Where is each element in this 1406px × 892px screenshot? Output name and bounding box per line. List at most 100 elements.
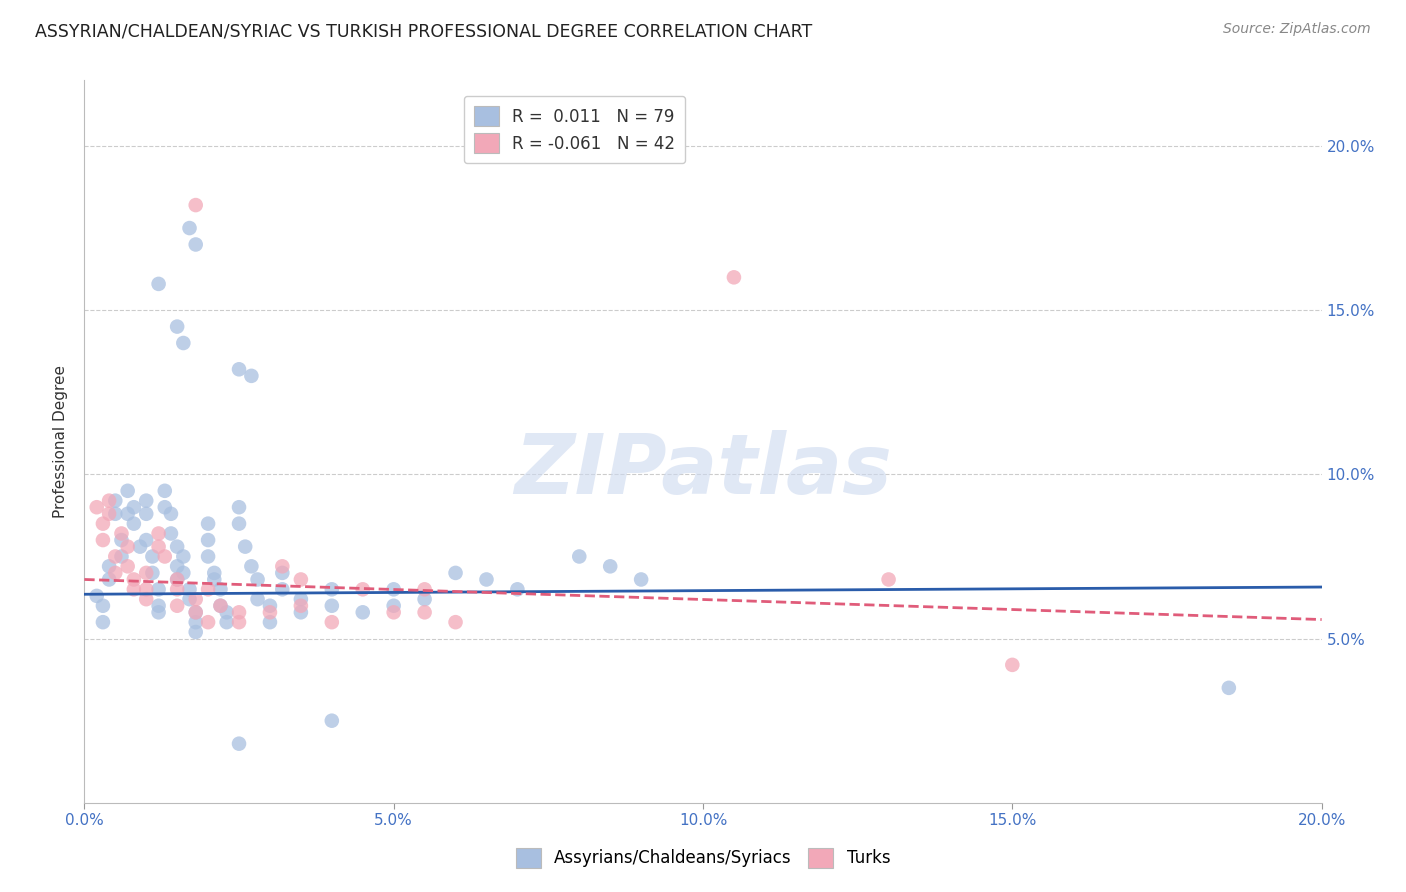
Point bbox=[599, 559, 621, 574]
Y-axis label: Professional Degree: Professional Degree bbox=[53, 365, 69, 518]
Point bbox=[413, 605, 436, 619]
Point bbox=[135, 533, 157, 547]
Point bbox=[321, 714, 343, 728]
Point bbox=[202, 566, 225, 580]
Point bbox=[153, 549, 176, 564]
Text: Source: ZipAtlas.com: Source: ZipAtlas.com bbox=[1223, 22, 1371, 37]
Point bbox=[228, 605, 250, 619]
Point bbox=[197, 516, 219, 531]
Point bbox=[228, 737, 250, 751]
Point bbox=[475, 573, 498, 587]
Point bbox=[148, 605, 170, 619]
Point bbox=[215, 605, 238, 619]
Text: ASSYRIAN/CHALDEAN/SYRIAC VS TURKISH PROFESSIONAL DEGREE CORRELATION CHART: ASSYRIAN/CHALDEAN/SYRIAC VS TURKISH PROF… bbox=[35, 22, 813, 40]
Point bbox=[506, 582, 529, 597]
Point bbox=[209, 599, 232, 613]
Point bbox=[110, 533, 132, 547]
Point bbox=[166, 540, 188, 554]
Point bbox=[1218, 681, 1240, 695]
Point bbox=[321, 615, 343, 630]
Point bbox=[184, 625, 207, 640]
Point bbox=[228, 362, 250, 376]
Point bbox=[215, 615, 238, 630]
Point bbox=[197, 582, 219, 597]
Point bbox=[148, 526, 170, 541]
Point bbox=[117, 540, 139, 554]
Point bbox=[352, 582, 374, 597]
Point bbox=[184, 605, 207, 619]
Point bbox=[271, 566, 294, 580]
Point bbox=[148, 540, 170, 554]
Point bbox=[382, 605, 405, 619]
Point bbox=[141, 566, 163, 580]
Point bbox=[184, 198, 207, 212]
Point bbox=[352, 605, 374, 619]
Point bbox=[110, 526, 132, 541]
Point bbox=[153, 500, 176, 515]
Legend: Assyrians/Chaldeans/Syriacs, Turks: Assyrians/Chaldeans/Syriacs, Turks bbox=[509, 841, 897, 875]
Point bbox=[86, 589, 108, 603]
Point bbox=[104, 507, 127, 521]
Point bbox=[91, 599, 114, 613]
Point bbox=[184, 615, 207, 630]
Point bbox=[382, 582, 405, 597]
Point bbox=[104, 493, 127, 508]
Point bbox=[228, 500, 250, 515]
Point bbox=[172, 566, 194, 580]
Point bbox=[723, 270, 745, 285]
Point bbox=[290, 605, 312, 619]
Point bbox=[321, 582, 343, 597]
Point bbox=[413, 592, 436, 607]
Point bbox=[166, 319, 188, 334]
Point bbox=[160, 507, 183, 521]
Point bbox=[98, 493, 121, 508]
Point bbox=[153, 483, 176, 498]
Point bbox=[135, 566, 157, 580]
Point bbox=[444, 566, 467, 580]
Text: ZIPatlas: ZIPatlas bbox=[515, 430, 891, 511]
Point bbox=[233, 540, 256, 554]
Legend: R =  0.011   N = 79, R = -0.061   N = 42: R = 0.011 N = 79, R = -0.061 N = 42 bbox=[464, 95, 685, 163]
Point bbox=[148, 277, 170, 291]
Point bbox=[184, 592, 207, 607]
Point bbox=[246, 573, 269, 587]
Point bbox=[117, 483, 139, 498]
Point bbox=[228, 516, 250, 531]
Point bbox=[91, 615, 114, 630]
Point bbox=[240, 368, 263, 383]
Point bbox=[129, 540, 152, 554]
Point bbox=[228, 615, 250, 630]
Point bbox=[166, 559, 188, 574]
Point bbox=[259, 605, 281, 619]
Point bbox=[1001, 657, 1024, 672]
Point bbox=[160, 526, 183, 541]
Point bbox=[98, 559, 121, 574]
Point bbox=[202, 573, 225, 587]
Point bbox=[290, 599, 312, 613]
Point bbox=[321, 599, 343, 613]
Point bbox=[209, 599, 232, 613]
Point bbox=[135, 507, 157, 521]
Point bbox=[568, 549, 591, 564]
Point bbox=[444, 615, 467, 630]
Point bbox=[179, 592, 201, 607]
Point bbox=[148, 599, 170, 613]
Point bbox=[630, 573, 652, 587]
Point bbox=[172, 549, 194, 564]
Point bbox=[184, 237, 207, 252]
Point bbox=[117, 507, 139, 521]
Point bbox=[246, 592, 269, 607]
Point bbox=[104, 549, 127, 564]
Point bbox=[166, 599, 188, 613]
Point bbox=[290, 592, 312, 607]
Point bbox=[98, 507, 121, 521]
Point bbox=[122, 582, 145, 597]
Point bbox=[197, 615, 219, 630]
Point bbox=[197, 549, 219, 564]
Point bbox=[259, 615, 281, 630]
Point bbox=[91, 533, 114, 547]
Point bbox=[98, 573, 121, 587]
Point bbox=[413, 582, 436, 597]
Point bbox=[122, 516, 145, 531]
Point bbox=[135, 582, 157, 597]
